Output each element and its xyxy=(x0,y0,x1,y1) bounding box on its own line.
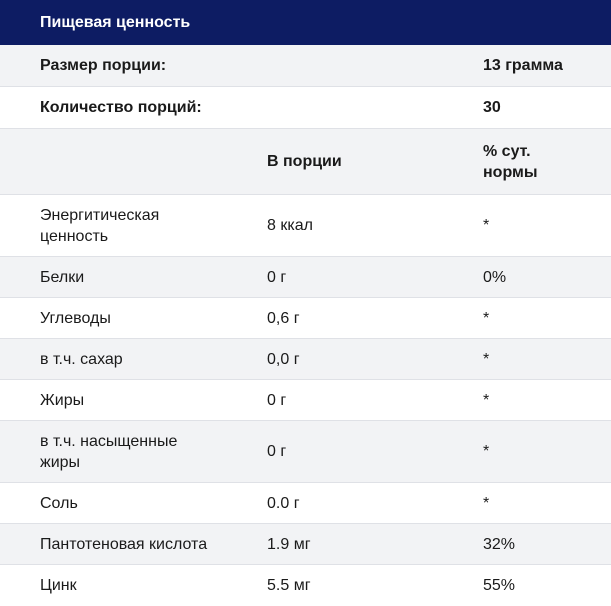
row-daily: * xyxy=(483,443,490,460)
row-daily: 0% xyxy=(483,268,507,286)
row-per-serving: 5.5 мг xyxy=(267,577,311,594)
table-row: Жиры 0 г * xyxy=(0,380,611,421)
row-daily: * xyxy=(483,350,490,368)
table-row: Цинк 5.5 мг 55% xyxy=(0,565,611,606)
row-name: Пантотеновая кислота xyxy=(40,535,208,553)
row-per-serving: 0 г xyxy=(267,268,287,286)
servings-count-value: 30 xyxy=(483,99,501,116)
column-header-daily: % сут. нормы xyxy=(483,142,538,181)
row-name: Соль xyxy=(40,494,78,512)
row-name: Цинк xyxy=(40,577,77,594)
servings-count-row: Количество порций: 30 xyxy=(0,87,611,129)
row-per-serving: 0 г xyxy=(267,443,287,460)
row-per-serving: 8 ккал xyxy=(267,217,313,234)
column-header-row: В порции % сут. нормы xyxy=(0,129,611,195)
row-name: Углеводы xyxy=(40,309,111,327)
column-header-per-serving: В порции xyxy=(267,153,342,170)
table-row: Соль 0.0 г * xyxy=(0,483,611,524)
row-per-serving: 1.9 мг xyxy=(267,535,311,553)
row-per-serving: 0,0 г xyxy=(267,350,300,368)
serving-size-value: 13 грамма xyxy=(483,57,563,74)
row-daily: 32% xyxy=(483,535,516,553)
table-row: Энергитическая ценность 8 ккал * xyxy=(0,195,611,257)
row-name: Белки xyxy=(40,268,85,286)
row-name: в т.ч. сахар xyxy=(40,350,123,368)
row-daily: * xyxy=(483,391,490,409)
row-daily: * xyxy=(483,309,490,327)
row-name: Энергитическая ценность xyxy=(40,206,160,245)
row-per-serving: 0.0 г xyxy=(267,494,300,512)
table-header: Пищевая ценность xyxy=(0,0,611,45)
row-name: в т.ч. насыщенные жиры xyxy=(40,432,178,471)
table-title: Пищевая ценность xyxy=(40,13,191,31)
row-daily: * xyxy=(483,494,490,512)
row-per-serving: 0 г xyxy=(267,391,287,409)
table-row: Пантотеновая кислота 1.9 мг 32% xyxy=(0,524,611,565)
table-row: в т.ч. сахар 0,0 г * xyxy=(0,339,611,380)
row-daily: 55% xyxy=(483,577,516,594)
table-row: Углеводы 0,6 г * xyxy=(0,298,611,339)
row-per-serving: 0,6 г xyxy=(267,309,300,327)
row-daily: * xyxy=(483,217,490,234)
servings-count-label: Количество порций: xyxy=(40,99,202,116)
table-row: Белки 0 г 0% xyxy=(0,257,611,298)
table-row: в т.ч. насыщенные жиры 0 г * xyxy=(0,421,611,483)
row-name: Жиры xyxy=(40,391,85,409)
serving-size-row: Размер порции: 13 грамма xyxy=(0,45,611,87)
serving-size-label: Размер порции: xyxy=(40,57,167,74)
